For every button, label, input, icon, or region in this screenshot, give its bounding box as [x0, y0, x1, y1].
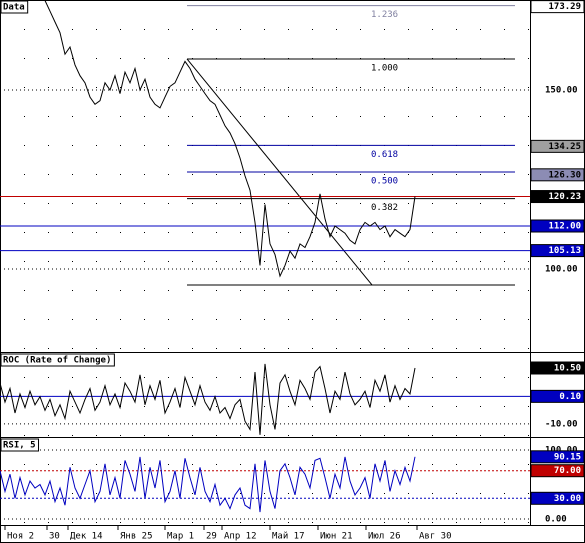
y-tick-label: 150.00 — [545, 85, 578, 95]
pane-title-box — [0, 353, 115, 367]
x-tick-label: Дек 14 — [70, 532, 103, 542]
price-label: 70.00 — [554, 466, 581, 476]
trendline — [186, 58, 373, 286]
dot-grid — [0, 0, 530, 525]
pane-title-box — [0, 0, 29, 14]
price-label-box — [530, 139, 585, 153]
price-label: 173.29 — [548, 2, 581, 12]
price-label: 10.50 — [554, 364, 581, 374]
x-tick-label: Мар 1 — [167, 532, 194, 542]
fib-label: 0.500 — [371, 176, 398, 186]
price-label-box — [530, 168, 585, 182]
price-label: 126.30 — [548, 170, 581, 180]
price-label-box — [530, 219, 585, 233]
price-label-box — [530, 190, 585, 204]
price-label-box — [530, 389, 585, 403]
y-tick-label: 100.00 — [545, 264, 578, 274]
x-tick-label: Май 17 — [272, 532, 305, 542]
y-tick-label: -10.00 — [545, 419, 578, 429]
price-label-box — [530, 361, 585, 375]
price-label-box — [530, 450, 585, 464]
x-tick-label: Авг 30 — [419, 532, 452, 542]
price-label: 90.15 — [554, 452, 581, 462]
series-line — [44, 0, 416, 278]
price-label-box — [530, 464, 585, 478]
x-tick-label: Апр 12 — [224, 532, 257, 542]
pane-title: RSI, 5 — [3, 441, 36, 451]
pane-title: ROC (Rate of Change) — [3, 356, 111, 366]
price-label: 112.00 — [548, 222, 581, 232]
x-tick-label: Июн 21 — [320, 532, 353, 542]
fib-label: 0.382 — [371, 203, 398, 213]
price-label-box — [530, 244, 585, 258]
x-tick-label: Июл 26 — [368, 532, 401, 542]
pane-title: Data — [3, 3, 25, 13]
price-label-box — [530, 491, 585, 505]
series-line — [0, 363, 416, 435]
price-label: 105.13 — [548, 246, 581, 256]
price-label-box — [530, 0, 585, 14]
x-tick-label: Янв 25 — [120, 532, 153, 542]
fib-label: 0.618 — [371, 150, 398, 160]
y-tick-label: 0.00 — [545, 514, 567, 524]
price-label: 30.00 — [554, 494, 581, 504]
x-tick-label: 29 — [206, 532, 217, 542]
x-tick-label: 30 — [49, 532, 60, 542]
price-label: 120.23 — [548, 192, 581, 202]
x-tick-label: Ноя 2 — [7, 532, 34, 542]
series-line — [0, 456, 416, 513]
price-label: 134.25 — [548, 142, 581, 152]
pane-title-box — [0, 438, 40, 452]
fib-label: 1.000 — [371, 63, 398, 73]
price-label: 0.10 — [559, 392, 581, 402]
fib-label: 1.236 — [371, 10, 398, 20]
